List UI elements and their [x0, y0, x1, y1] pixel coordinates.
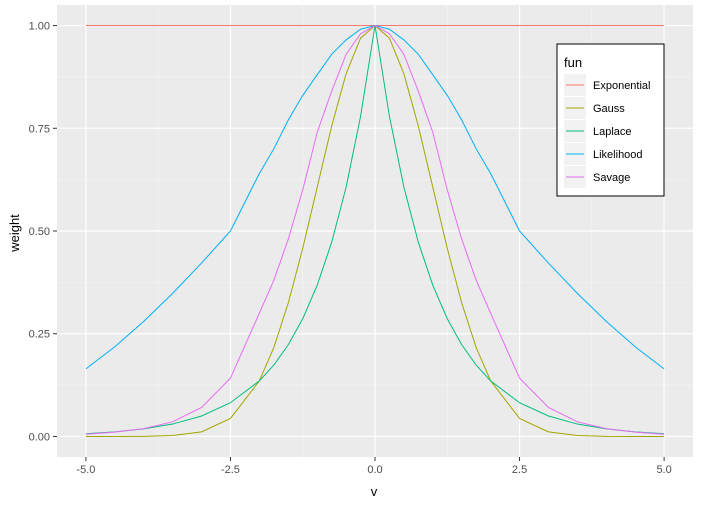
legend-label-exponential: Exponential: [593, 80, 651, 92]
legend: fun Exponential Gauss Laplace Likelihood Sav…: [556, 43, 665, 197]
y-tick-label: 0.00: [29, 431, 50, 443]
legend-label-gauss: Gauss: [593, 103, 625, 115]
legend-title: fun: [564, 55, 582, 70]
series-line-savage: [85, 24, 665, 435]
legend-label-laplace: Laplace: [593, 126, 632, 138]
legend-items: Exponential Gauss Laplace Likelihood Savage: [564, 74, 651, 188]
y-tick-label: 1.00: [29, 21, 50, 33]
y-tick-label: 0.50: [29, 226, 50, 238]
x-tick-label: 2.5: [512, 464, 527, 476]
x-tick-label: -5.0: [76, 464, 95, 476]
y-tick-label: 0.75: [29, 123, 50, 135]
y-axis: 0.00 0.25 0.50 0.75 1.00: [29, 21, 57, 443]
y-axis-title: weight: [7, 214, 22, 253]
x-tick-label: -2.5: [221, 464, 240, 476]
x-axis: -5.0 -2.5 0.0 2.5 5.0: [76, 457, 672, 476]
x-tick-label: 0.0: [367, 464, 382, 476]
legend-label-likelihood: Likelihood: [593, 149, 643, 161]
y-tick-label: 0.25: [29, 329, 50, 341]
legend-label-savage: Savage: [593, 172, 630, 184]
series-layer: [85, 24, 665, 437]
x-tick-label: 5.0: [656, 464, 671, 476]
x-axis-title: v: [371, 484, 378, 499]
